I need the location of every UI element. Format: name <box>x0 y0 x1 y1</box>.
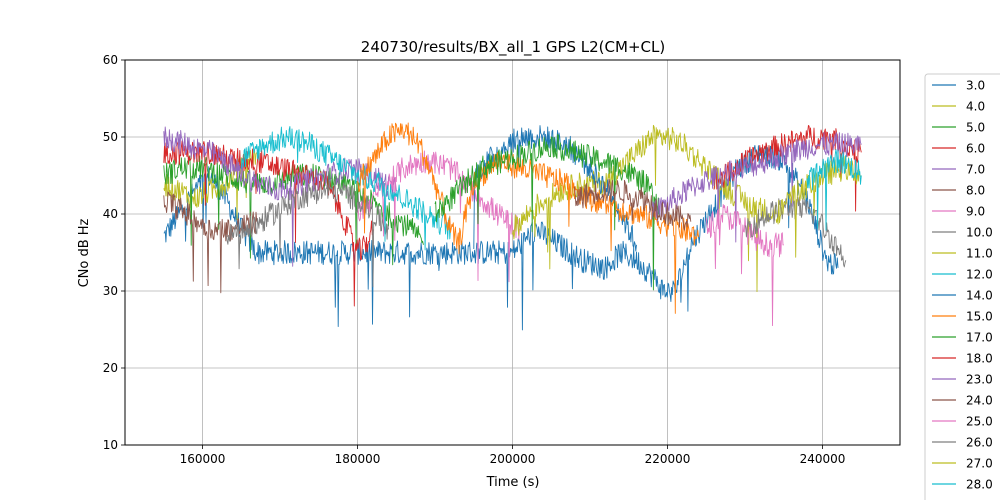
series-line <box>434 134 661 291</box>
legend-label: 27.0 <box>966 457 993 471</box>
legend: 3.0 4.0 5.0 6.0 7.0 8.0 9.0 10.0 11.0 12.0 14.0 15.… <box>924 73 1000 500</box>
legend-label: 28.0 <box>966 478 993 492</box>
legend-label: 7.0 <box>966 163 985 177</box>
series-line <box>240 126 451 251</box>
series-line <box>357 122 699 314</box>
legend-label: 23.0 <box>966 373 993 387</box>
x-axis-label: Time (s) <box>486 475 540 490</box>
legend-label: 14.0 <box>966 289 993 303</box>
chart-title: 240730/results/BX_all_1 GPS L2(CM+CL) <box>361 38 665 57</box>
series-line <box>163 191 258 294</box>
legend-box <box>924 73 1000 500</box>
y-tick-label: 40 <box>103 207 118 221</box>
grid <box>125 59 900 446</box>
legend-label: 9.0 <box>966 205 985 219</box>
legend-label: 5.0 <box>966 121 985 135</box>
legend-label: 24.0 <box>966 394 993 408</box>
legend-label: 17.0 <box>966 331 993 345</box>
y-tick-label: 30 <box>103 284 118 298</box>
series-line <box>806 149 862 231</box>
legend-label: 26.0 <box>966 436 993 450</box>
x-tick-label: 240000 <box>800 452 846 466</box>
legend-label: 6.0 <box>966 142 985 156</box>
series-line <box>512 124 777 293</box>
legend-label: 4.0 <box>966 100 985 114</box>
x-tick-label: 200000 <box>490 452 536 466</box>
x-tick-label: 220000 <box>645 452 691 466</box>
legend-label: 15.0 <box>966 310 993 324</box>
x-tick-label: 160000 <box>180 452 226 466</box>
series-line <box>651 131 862 243</box>
legend-label: 11.0 <box>966 247 993 261</box>
series-line <box>705 204 784 327</box>
y-tick-label: 50 <box>103 130 118 144</box>
y-tick-label: 60 <box>103 53 118 67</box>
series-line <box>574 178 692 231</box>
y-axis-label: CNo dB Hz <box>77 218 92 287</box>
x-tick-label: 180000 <box>335 452 381 466</box>
legend-label: 18.0 <box>966 352 993 366</box>
y-tick-label: 20 <box>103 361 118 375</box>
legend-label: 8.0 <box>966 184 985 198</box>
legend-label: 12.0 <box>966 268 993 282</box>
series-line <box>163 149 258 221</box>
legend-label: 3.0 <box>966 79 985 93</box>
series-layer <box>163 122 862 331</box>
y-tick-label: 10 <box>103 438 118 452</box>
series-line <box>775 155 862 258</box>
legend-label: 10.0 <box>966 226 993 240</box>
x-axis: 160000 180000 200000 220000 240000 <box>180 445 846 466</box>
legend-label: 25.0 <box>966 415 993 429</box>
series-line <box>225 179 389 288</box>
y-axis: 10 20 30 40 50 60 <box>103 53 125 452</box>
